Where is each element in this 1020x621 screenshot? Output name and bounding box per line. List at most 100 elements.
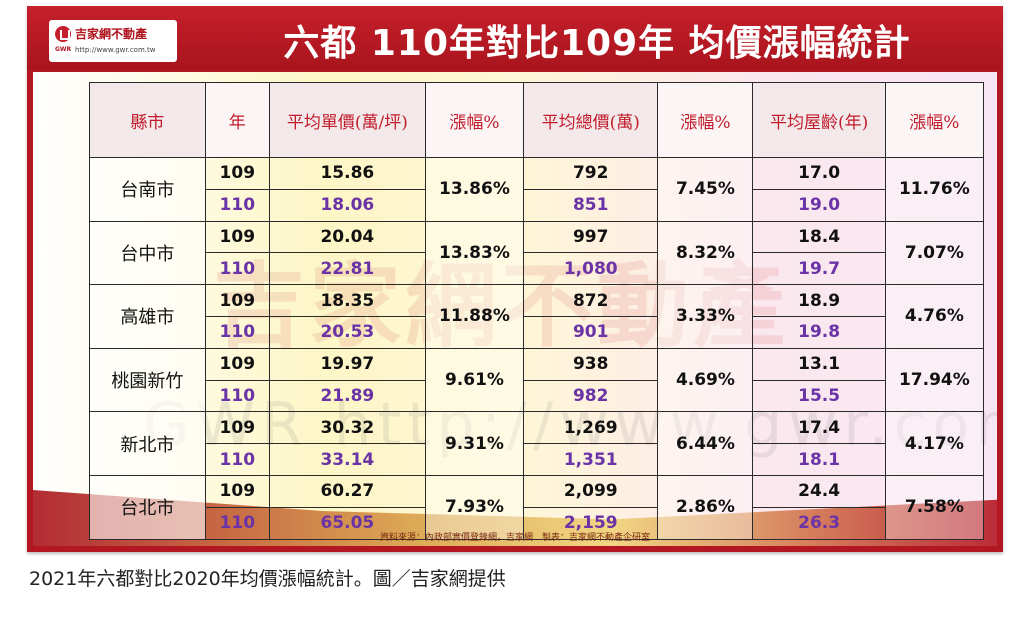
total-price-cell: 851 — [523, 188, 659, 222]
total-price-cell: 792 — [523, 157, 659, 190]
image-caption: 2021年六都對比2020年均價漲幅統計。圖／吉家網提供 — [29, 568, 506, 590]
house-age-cell: 17.4 — [752, 411, 886, 445]
total-price-cell: 982 — [523, 379, 659, 413]
house-age-change-cell: 7.58% — [884, 474, 985, 540]
year-cell: 110 — [204, 315, 270, 349]
house-age-change-cell: 4.76% — [884, 284, 985, 349]
unit-price-cell: 33.14 — [268, 443, 426, 476]
year-cell: 110 — [204, 252, 270, 286]
house-age-cell: 26.3 — [752, 506, 886, 540]
year-cell: 109 — [204, 220, 270, 254]
header-unit-price: 平均單價(萬/坪) — [268, 82, 426, 158]
house-age-cell: 24.4 — [752, 474, 886, 508]
table-header-row: 縣市 年 平均單價(萬/坪) 漲幅% 平均總價(萬) 漲幅% 平均屋齡(年) 漲… — [89, 82, 985, 158]
unit-price-cell: 22.81 — [268, 252, 426, 286]
table-row: 110 65.05 2,159 26.3 — [90, 506, 984, 540]
total-price-change-cell: 7.45% — [657, 157, 754, 222]
total-price-cell: 997 — [523, 220, 659, 254]
house-age-cell: 19.7 — [752, 252, 886, 286]
logo-brand: GWR — [55, 46, 72, 53]
header-total-price-change: 漲幅% — [657, 82, 754, 158]
unit-price-cell: 15.86 — [268, 157, 426, 190]
house-age-change-cell: 4.17% — [884, 411, 985, 476]
unit-price-change-cell: 9.31% — [424, 411, 525, 476]
unit-price-change-cell: 9.61% — [424, 347, 525, 413]
house-age-cell: 19.0 — [752, 188, 886, 222]
header-city: 縣市 — [89, 82, 206, 158]
city-cell: 新北市 — [89, 411, 206, 476]
total-price-cell: 2,099 — [523, 474, 659, 508]
year-cell: 110 — [204, 443, 270, 476]
total-price-cell: 1,269 — [523, 411, 659, 445]
unit-price-cell: 20.04 — [268, 220, 426, 254]
year-cell: 109 — [204, 411, 270, 445]
total-price-change-cell: 6.44% — [657, 411, 754, 476]
unit-price-cell: 18.06 — [268, 188, 426, 222]
table-row: 110 33.14 1,351 18.1 — [90, 443, 984, 476]
year-cell: 109 — [204, 284, 270, 317]
unit-price-cell: 65.05 — [268, 506, 426, 540]
table-row: 新北市 109 30.32 9.31% 1,269 6.44% 17.4 4.17% — [89, 411, 985, 476]
city-cell: 台南市 — [89, 157, 206, 222]
table-row: 台南市 109 15.86 13.86% 792 7.45% 17.0 11.76% — [89, 157, 985, 222]
table-row: 110 20.53 901 19.8 — [90, 315, 984, 349]
header-unit-price-change: 漲幅% — [424, 82, 525, 158]
house-age-cell: 15.5 — [752, 379, 886, 413]
unit-price-change-cell: 11.88% — [424, 284, 525, 349]
year-cell: 109 — [204, 474, 270, 508]
total-price-change-cell: 3.33% — [657, 284, 754, 349]
house-age-cell: 19.8 — [752, 315, 886, 349]
city-cell: 台中市 — [89, 220, 206, 286]
house-age-cell: 18.9 — [752, 284, 886, 317]
brand-logo: 吉家網不動產 GWR http://www.gwr.com.tw — [49, 20, 177, 62]
year-cell: 109 — [204, 157, 270, 190]
total-price-cell: 901 — [523, 315, 659, 349]
city-cell: 桃園新竹 — [89, 347, 206, 413]
total-price-cell: 1,351 — [523, 443, 659, 476]
table-row: 桃園新竹 109 19.97 9.61% 938 4.69% 13.1 17.94% — [89, 347, 985, 413]
unit-price-cell: 20.53 — [268, 315, 426, 349]
table-row: 110 18.06 851 19.0 — [90, 188, 984, 222]
house-logo-icon — [55, 26, 71, 42]
header-year: 年 — [204, 82, 270, 158]
total-price-cell: 2,159 — [523, 506, 659, 540]
page-title: 六都 110年對比109年 均價漲幅統計 — [283, 23, 911, 64]
unit-price-change-cell: 7.93% — [424, 474, 525, 540]
year-cell: 109 — [204, 347, 270, 381]
total-price-cell: 1,080 — [523, 252, 659, 286]
total-price-cell: 872 — [523, 284, 659, 317]
unit-price-cell: 18.35 — [268, 284, 426, 317]
house-age-cell: 17.0 — [752, 157, 886, 190]
year-cell: 110 — [204, 188, 270, 222]
house-age-change-cell: 11.76% — [884, 157, 985, 222]
table-panel: 吉家網不動產 GWR http://www.gwr.com.tw 縣市 年 平均… — [33, 72, 997, 546]
price-comparison-table: 縣市 年 平均單價(萬/坪) 漲幅% 平均總價(萬) 漲幅% 平均屋齡(年) 漲… — [89, 82, 985, 540]
logo-url: http://www.gwr.com.tw — [75, 46, 156, 54]
table-row: 高雄市 109 18.35 11.88% 872 3.33% 18.9 4.76% — [89, 284, 985, 349]
logo-name: 吉家網不動產 — [75, 27, 148, 41]
year-cell: 110 — [204, 379, 270, 413]
house-age-cell: 13.1 — [752, 347, 886, 381]
total-price-cell: 938 — [523, 347, 659, 381]
unit-price-cell: 19.97 — [268, 347, 426, 381]
unit-price-cell: 21.89 — [268, 379, 426, 413]
table-row: 110 22.81 1,080 19.7 — [90, 252, 984, 286]
source-note: 資料來源：內政部實價登錄網，吉家網 製表：吉家網不動產企研室 — [379, 533, 650, 543]
header-total-price: 平均總價(萬) — [523, 82, 659, 158]
unit-price-change-cell: 13.86% — [424, 157, 525, 222]
unit-price-cell: 60.27 — [268, 474, 426, 508]
city-cell: 高雄市 — [89, 284, 206, 349]
table-row: 台中市 109 20.04 13.83% 997 8.32% 18.4 7.07% — [89, 220, 985, 286]
infographic-frame: 吉家網不動產 GWR http://www.gwr.com.tw 六都 110年… — [27, 6, 1003, 552]
title-banner: 吉家網不動產 GWR http://www.gwr.com.tw 六都 110年… — [27, 6, 1003, 70]
total-price-change-cell: 8.32% — [657, 220, 754, 286]
house-age-cell: 18.4 — [752, 220, 886, 254]
house-age-cell: 18.1 — [752, 443, 886, 476]
header-house-age: 平均屋齡(年) — [752, 82, 886, 158]
table-row: 110 21.89 982 15.5 — [90, 379, 984, 413]
total-price-change-cell: 4.69% — [657, 347, 754, 413]
year-cell: 110 — [204, 506, 270, 540]
table-row: 台北市 109 60.27 7.93% 2,099 2.86% 24.4 7.58% — [89, 474, 985, 540]
header-house-age-change: 漲幅% — [884, 82, 985, 158]
unit-price-change-cell: 13.83% — [424, 220, 525, 286]
